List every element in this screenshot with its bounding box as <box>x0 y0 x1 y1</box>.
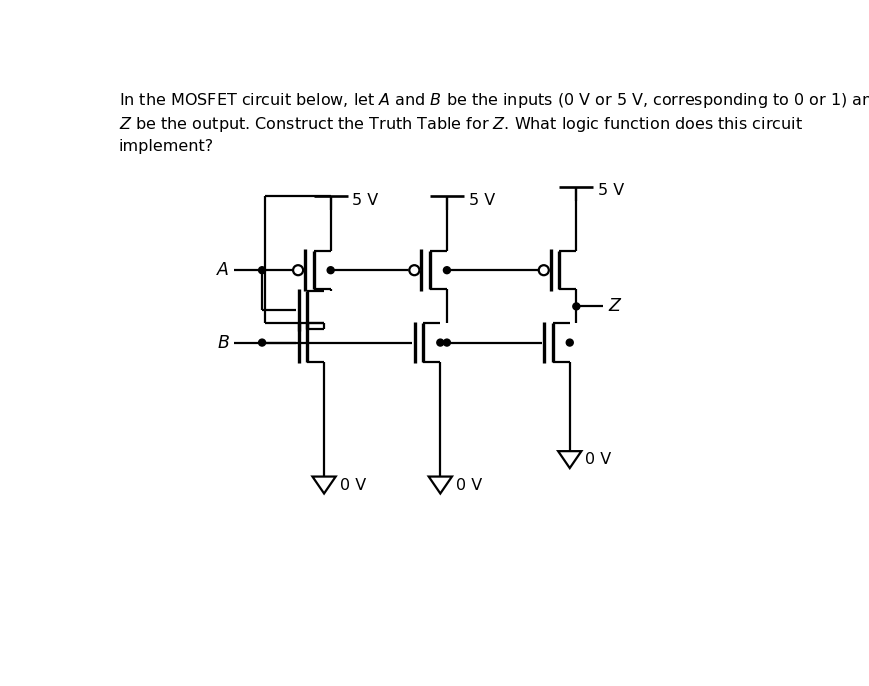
Text: In the MOSFET circuit below, let $A$ and $B$ be the inputs (0 V or 5 V, correspo: In the MOSFET circuit below, let $A$ and… <box>119 91 869 110</box>
Text: implement?: implement? <box>119 139 214 154</box>
Circle shape <box>443 267 450 274</box>
Text: $Z$: $Z$ <box>608 298 623 316</box>
Circle shape <box>259 267 266 274</box>
Circle shape <box>573 303 580 310</box>
Text: $A$: $A$ <box>216 261 229 279</box>
Text: 0 V: 0 V <box>456 477 482 493</box>
Text: 0 V: 0 V <box>340 477 366 493</box>
Circle shape <box>259 339 266 346</box>
Circle shape <box>409 265 420 275</box>
Circle shape <box>567 339 574 346</box>
Circle shape <box>437 339 444 346</box>
Text: $B$: $B$ <box>216 333 229 352</box>
Text: 0 V: 0 V <box>585 452 612 467</box>
Circle shape <box>293 265 303 275</box>
Text: 5 V: 5 V <box>352 193 379 208</box>
Text: 5 V: 5 V <box>598 183 624 198</box>
Circle shape <box>327 267 335 274</box>
Text: 5 V: 5 V <box>468 193 494 208</box>
Circle shape <box>443 339 450 346</box>
Circle shape <box>539 265 549 275</box>
Text: $Z$ be the output. Construct the Truth Table for $Z$. What logic function does t: $Z$ be the output. Construct the Truth T… <box>119 115 803 134</box>
